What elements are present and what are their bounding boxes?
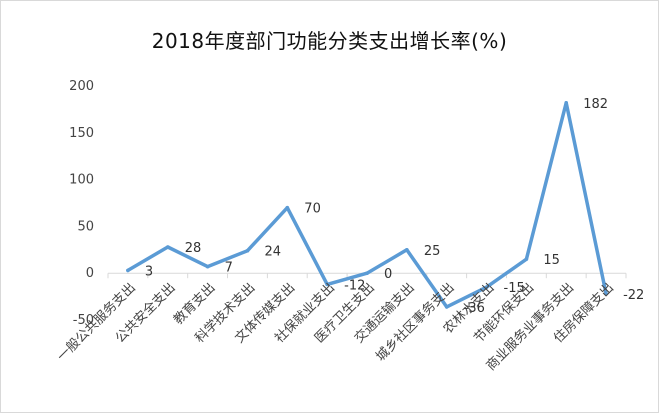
series-line [126, 101, 608, 309]
y-tick-label: 150 [69, 126, 94, 141]
data-label: -22 [623, 288, 644, 303]
data-label: -12 [344, 278, 365, 293]
data-label: -36 [464, 301, 485, 316]
data-point [325, 282, 329, 287]
data-label: 0 [384, 267, 392, 282]
data-label: 3 [145, 264, 153, 279]
data-label: 28 [185, 241, 202, 256]
data-label: 15 [543, 253, 560, 268]
y-tick-label: 100 [69, 173, 94, 188]
data-point [524, 257, 529, 261]
y-tick-label: 50 [77, 219, 94, 234]
y-tick-label: 200 [69, 79, 94, 94]
data-label: 70 [304, 202, 321, 217]
data-point [126, 268, 130, 273]
data-label: 7 [225, 261, 233, 276]
data-point [205, 264, 210, 269]
data-label: -15 [504, 281, 525, 296]
data-label: 24 [264, 245, 281, 260]
data-point [165, 245, 170, 249]
data-point [484, 285, 489, 290]
data-label: 182 [583, 97, 608, 112]
y-tick-label: -50 [73, 313, 94, 328]
data-label: 25 [424, 244, 441, 259]
data-point [405, 248, 409, 252]
data-point [365, 271, 369, 276]
data-point [245, 248, 250, 253]
y-tick-label: 0 [86, 266, 94, 281]
chart-title: 2018年度部门功能分类支出增长率(%) [151, 29, 508, 53]
data-point [604, 291, 608, 296]
data-point [444, 305, 449, 309]
data-point [285, 205, 290, 210]
data-point [564, 101, 569, 105]
